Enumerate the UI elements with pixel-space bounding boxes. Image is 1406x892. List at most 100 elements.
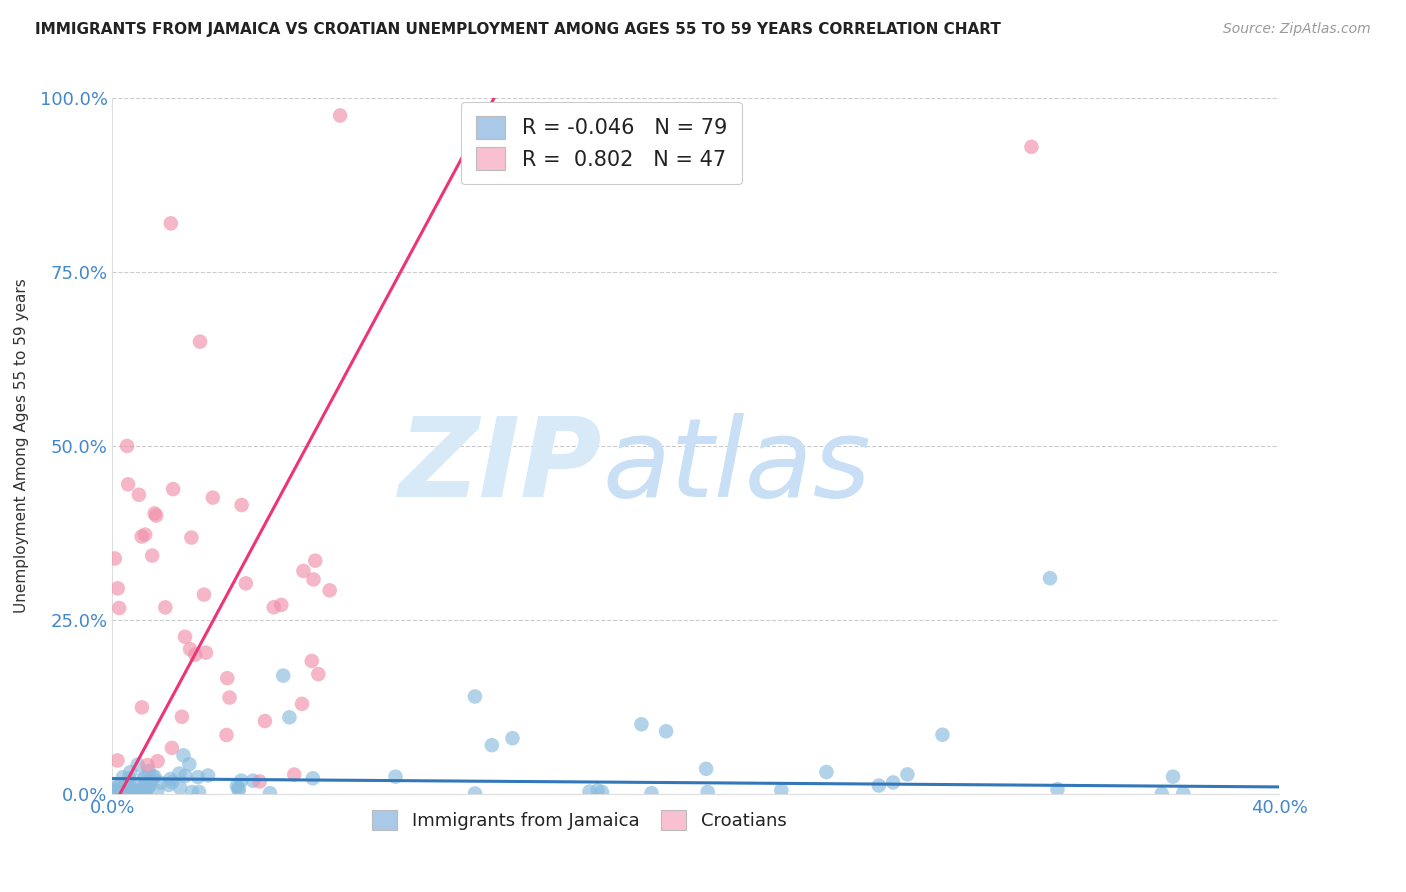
Point bbox=[283, 767, 305, 781]
Point bbox=[197, 768, 219, 782]
Point bbox=[104, 551, 127, 566]
Point bbox=[134, 771, 156, 785]
Point bbox=[141, 773, 163, 788]
Point bbox=[108, 777, 131, 791]
Point bbox=[174, 769, 197, 783]
Point bbox=[125, 777, 148, 791]
Point bbox=[201, 491, 224, 505]
Point bbox=[249, 774, 271, 789]
Point bbox=[235, 576, 257, 591]
Point bbox=[108, 601, 131, 615]
Point bbox=[291, 697, 314, 711]
Point bbox=[117, 477, 139, 491]
Point bbox=[184, 648, 207, 662]
Point bbox=[107, 753, 129, 767]
Point bbox=[132, 780, 155, 795]
Point bbox=[134, 527, 156, 541]
Point bbox=[481, 738, 503, 752]
Point bbox=[586, 783, 609, 797]
Point bbox=[136, 758, 159, 772]
Point bbox=[131, 700, 153, 714]
Point bbox=[1021, 140, 1043, 154]
Text: ZIP: ZIP bbox=[399, 413, 603, 520]
Point bbox=[292, 564, 315, 578]
Point bbox=[138, 779, 160, 793]
Point bbox=[591, 785, 613, 799]
Point bbox=[302, 573, 325, 587]
Point bbox=[259, 786, 281, 800]
Point bbox=[215, 728, 238, 742]
Point bbox=[115, 782, 138, 797]
Point bbox=[143, 769, 166, 783]
Point bbox=[136, 780, 159, 795]
Point bbox=[1039, 571, 1062, 585]
Point bbox=[655, 724, 678, 739]
Point bbox=[138, 764, 160, 778]
Point bbox=[114, 781, 136, 796]
Point bbox=[142, 770, 165, 784]
Point bbox=[1161, 770, 1184, 784]
Point bbox=[146, 784, 169, 798]
Point bbox=[107, 582, 129, 596]
Point bbox=[270, 598, 292, 612]
Point bbox=[157, 778, 180, 792]
Point bbox=[180, 531, 202, 545]
Point bbox=[225, 779, 247, 793]
Point bbox=[307, 667, 329, 681]
Point bbox=[242, 773, 264, 788]
Point bbox=[160, 775, 183, 789]
Point bbox=[146, 754, 169, 768]
Point bbox=[134, 785, 156, 799]
Point bbox=[174, 630, 197, 644]
Point bbox=[155, 600, 177, 615]
Point bbox=[111, 770, 134, 784]
Point bbox=[129, 787, 152, 801]
Point bbox=[162, 482, 184, 496]
Point bbox=[695, 762, 717, 776]
Text: Source: ZipAtlas.com: Source: ZipAtlas.com bbox=[1223, 22, 1371, 37]
Point bbox=[143, 507, 166, 521]
Point bbox=[263, 600, 285, 615]
Point bbox=[118, 771, 141, 785]
Point bbox=[160, 216, 183, 230]
Point bbox=[167, 766, 190, 780]
Point bbox=[145, 508, 167, 523]
Point bbox=[179, 642, 201, 657]
Point bbox=[278, 710, 301, 724]
Point bbox=[640, 786, 662, 800]
Point bbox=[188, 785, 211, 799]
Point bbox=[228, 780, 250, 795]
Point bbox=[271, 668, 294, 682]
Point bbox=[228, 783, 250, 797]
Point bbox=[882, 775, 904, 789]
Point bbox=[160, 740, 183, 755]
Point bbox=[132, 770, 155, 784]
Point bbox=[132, 781, 155, 796]
Point bbox=[169, 780, 191, 795]
Point bbox=[217, 671, 239, 685]
Point bbox=[121, 785, 143, 799]
Point bbox=[1150, 787, 1173, 801]
Y-axis label: Unemployment Among Ages 55 to 59 years: Unemployment Among Ages 55 to 59 years bbox=[14, 278, 28, 614]
Point bbox=[815, 765, 838, 780]
Point bbox=[103, 785, 125, 799]
Point bbox=[188, 334, 211, 349]
Point bbox=[124, 784, 146, 798]
Point bbox=[115, 439, 138, 453]
Point bbox=[135, 787, 157, 801]
Point bbox=[159, 772, 181, 786]
Point bbox=[630, 717, 652, 731]
Point bbox=[179, 757, 201, 772]
Point bbox=[193, 588, 215, 602]
Point bbox=[131, 529, 153, 543]
Point bbox=[194, 646, 217, 660]
Point bbox=[868, 779, 890, 793]
Point bbox=[187, 770, 209, 784]
Point bbox=[696, 785, 718, 799]
Point bbox=[1046, 782, 1069, 797]
Point bbox=[127, 757, 149, 772]
Point bbox=[1173, 786, 1195, 800]
Point bbox=[149, 775, 172, 789]
Point bbox=[253, 714, 276, 728]
Point bbox=[464, 787, 486, 801]
